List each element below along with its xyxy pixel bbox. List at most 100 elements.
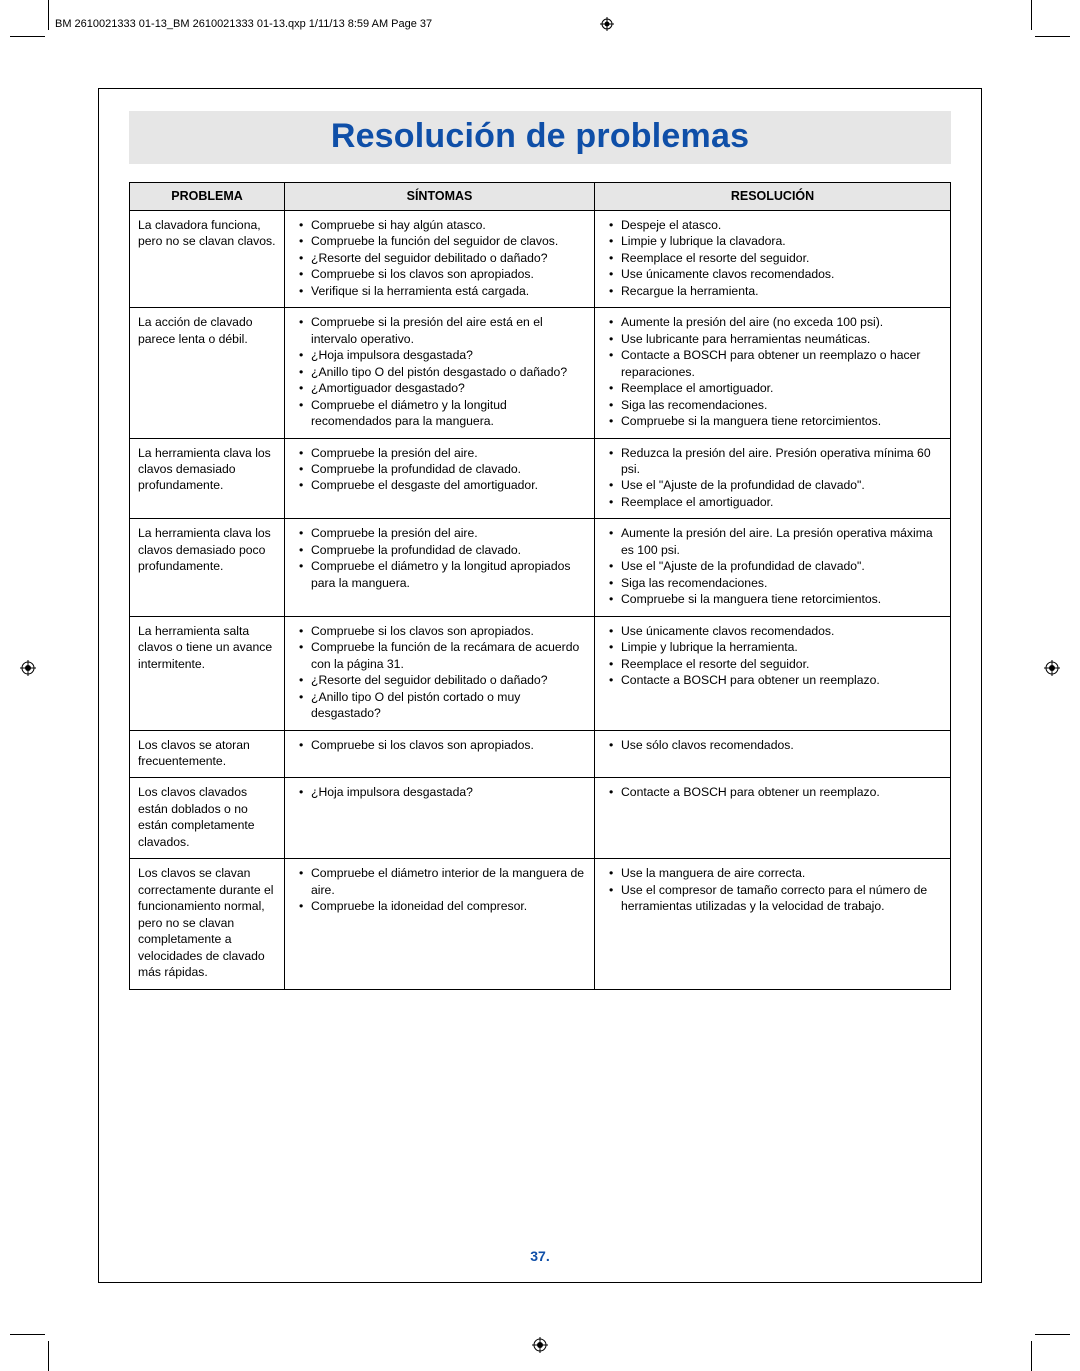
list-item: Contacte a BOSCH para obtener un reempla… — [613, 347, 942, 380]
list-item: Despeje el atasco. — [613, 217, 942, 233]
cell-problema: La herramienta clava los clavos demasiad… — [130, 519, 285, 616]
table-row: La acción de clavado parece lenta o débi… — [130, 308, 951, 438]
list-item: ¿Hoja impulsora desgastada? — [303, 784, 586, 800]
list-item: ¿Anillo tipo O del pistón desgastado o d… — [303, 364, 586, 380]
table-row: La herramienta clava los clavos demasiad… — [130, 519, 951, 616]
list-item: ¿Hoja impulsora desgastada? — [303, 347, 586, 363]
list-item: Use el "Ajuste de la profundidad de clav… — [613, 477, 942, 493]
table-row: Los clavos clavados están doblados o no … — [130, 778, 951, 859]
list-item: ¿Resorte del seguidor debilitado o dañad… — [303, 250, 586, 266]
cell-sintomas: Compruebe si los clavos son apropiados. — [285, 730, 595, 778]
cell-problema: La clavadora funciona, pero no se clavan… — [130, 210, 285, 307]
list-item: Compruebe la profundidad de clavado. — [303, 461, 586, 477]
registration-mark-icon — [600, 17, 614, 31]
cell-resolucion: Despeje el atasco.Limpie y lubrique la c… — [595, 210, 951, 307]
cell-problema: La acción de clavado parece lenta o débi… — [130, 308, 285, 438]
list-item: Compruebe si la manguera tiene retorcimi… — [613, 413, 942, 429]
registration-mark-icon — [532, 1337, 548, 1353]
list-item: Compruebe si los clavos son apropiados. — [303, 737, 586, 753]
crop-mark — [1035, 36, 1070, 37]
list-item: Contacte a BOSCH para obtener un reempla… — [613, 672, 942, 688]
title-bar: Resolución de problemas — [129, 111, 951, 164]
list-item: Compruebe el diámetro interior de la man… — [303, 865, 586, 898]
cell-problema: Los clavos clavados están doblados o no … — [130, 778, 285, 859]
registration-mark-icon — [1044, 660, 1060, 676]
list-item: ¿Anillo tipo O del pistón cortado o muy … — [303, 689, 586, 722]
print-header: BM 2610021333 01-13_BM 2610021333 01-13.… — [55, 18, 432, 30]
list-item: Compruebe la función del seguidor de cla… — [303, 233, 586, 249]
list-item: Compruebe la presión del aire. — [303, 525, 586, 541]
table-row: La clavadora funciona, pero no se clavan… — [130, 210, 951, 307]
cell-resolucion: Reduzca la presión del aire. Presión ope… — [595, 438, 951, 519]
crop-mark — [48, 1341, 49, 1371]
list-item: Compruebe si los clavos son apropiados. — [303, 623, 586, 639]
list-item: Compruebe la profundidad de clavado. — [303, 542, 586, 558]
cell-problema: La herramienta clava los clavos demasiad… — [130, 438, 285, 519]
crop-mark — [1031, 0, 1032, 30]
table-row: Los clavos se clavan correctamente duran… — [130, 859, 951, 989]
crop-mark — [1031, 1341, 1032, 1371]
col-header-resolucion: RESOLUCIÓN — [595, 183, 951, 211]
list-item: ¿Resorte del seguidor debilitado o dañad… — [303, 672, 586, 688]
list-item: Use el compresor de tamaño correcto para… — [613, 882, 942, 915]
header-text: BM 2610021333 01-13_BM 2610021333 01-13.… — [55, 18, 432, 30]
list-item: Limpie y lubrique la herramienta. — [613, 639, 942, 655]
cell-resolucion: Use sólo clavos recomendados. — [595, 730, 951, 778]
cell-sintomas: Compruebe la presión del aire.Compruebe … — [285, 438, 595, 519]
cell-resolucion: Aumente la presión del aire (no exceda 1… — [595, 308, 951, 438]
col-header-problema: PROBLEMA — [130, 183, 285, 211]
page-content: Resolución de problemas PROBLEMA SÍNTOMA… — [99, 89, 981, 990]
list-item: Limpie y lubrique la clavadora. — [613, 233, 942, 249]
col-header-sintomas: SÍNTOMAS — [285, 183, 595, 211]
list-item: Compruebe el desgaste del amortiguador. — [303, 477, 586, 493]
cell-resolucion: Contacte a BOSCH para obtener un reempla… — [595, 778, 951, 859]
crop-mark — [48, 0, 49, 30]
cell-problema: Los clavos se atoran frecuentemente. — [130, 730, 285, 778]
list-item: Compruebe el diámetro y la longitud reco… — [303, 397, 586, 430]
table-row: La herramienta clava los clavos demasiad… — [130, 438, 951, 519]
list-item: Use el "Ajuste de la profundidad de clav… — [613, 558, 942, 574]
list-item: Use únicamente clavos recomendados. — [613, 266, 942, 282]
list-item: Use únicamente clavos recomendados. — [613, 623, 942, 639]
list-item: Compruebe la presión del aire. — [303, 445, 586, 461]
cell-sintomas: Compruebe si la presión del aire está en… — [285, 308, 595, 438]
crop-mark — [10, 36, 45, 37]
page-frame: Resolución de problemas PROBLEMA SÍNTOMA… — [98, 88, 982, 1283]
list-item: Compruebe si la presión del aire está en… — [303, 314, 586, 347]
table-row: La herramienta salta clavos o tiene un a… — [130, 616, 951, 730]
list-item: Aumente la presión del aire. La presión … — [613, 525, 942, 558]
list-item: ¿Amortiguador desgastado? — [303, 380, 586, 396]
list-item: Reemplace el resorte del seguidor. — [613, 250, 942, 266]
cell-resolucion: Aumente la presión del aire. La presión … — [595, 519, 951, 616]
list-item: Use lubricante para herramientas neumáti… — [613, 331, 942, 347]
cell-sintomas: Compruebe si los clavos son apropiados.C… — [285, 616, 595, 730]
list-item: Use la manguera de aire correcta. — [613, 865, 942, 881]
page-number: 37. — [99, 1248, 981, 1264]
cell-resolucion: Use la manguera de aire correcta.Use el … — [595, 859, 951, 989]
list-item: Reemplace el amortiguador. — [613, 494, 942, 510]
cell-sintomas: ¿Hoja impulsora desgastada? — [285, 778, 595, 859]
list-item: Compruebe si los clavos son apropiados. — [303, 266, 586, 282]
list-item: Verifique si la herramienta está cargada… — [303, 283, 586, 299]
cell-problema: La herramienta salta clavos o tiene un a… — [130, 616, 285, 730]
list-item: Compruebe la función de la recámara de a… — [303, 639, 586, 672]
page-title: Resolución de problemas — [129, 117, 951, 156]
list-item: Compruebe si hay algún atasco. — [303, 217, 586, 233]
table-header-row: PROBLEMA SÍNTOMAS RESOLUCIÓN — [130, 183, 951, 211]
cell-sintomas: Compruebe el diámetro interior de la man… — [285, 859, 595, 989]
list-item: Reduzca la presión del aire. Presión ope… — [613, 445, 942, 478]
crop-mark — [10, 1334, 45, 1335]
list-item: Reemplace el amortiguador. — [613, 380, 942, 396]
cell-problema: Los clavos se clavan correctamente duran… — [130, 859, 285, 989]
list-item: Reemplace el resorte del seguidor. — [613, 656, 942, 672]
cell-resolucion: Use únicamente clavos recomendados.Limpi… — [595, 616, 951, 730]
cell-sintomas: Compruebe la presión del aire.Compruebe … — [285, 519, 595, 616]
list-item: Siga las recomendaciones. — [613, 575, 942, 591]
list-item: Recargue la herramienta. — [613, 283, 942, 299]
list-item: Compruebe si la manguera tiene retorcimi… — [613, 591, 942, 607]
list-item: Use sólo clavos recomendados. — [613, 737, 942, 753]
list-item: Compruebe el diámetro y la longitud apro… — [303, 558, 586, 591]
list-item: Siga las recomendaciones. — [613, 397, 942, 413]
list-item: Contacte a BOSCH para obtener un reempla… — [613, 784, 942, 800]
list-item: Compruebe la idoneidad del compresor. — [303, 898, 586, 914]
